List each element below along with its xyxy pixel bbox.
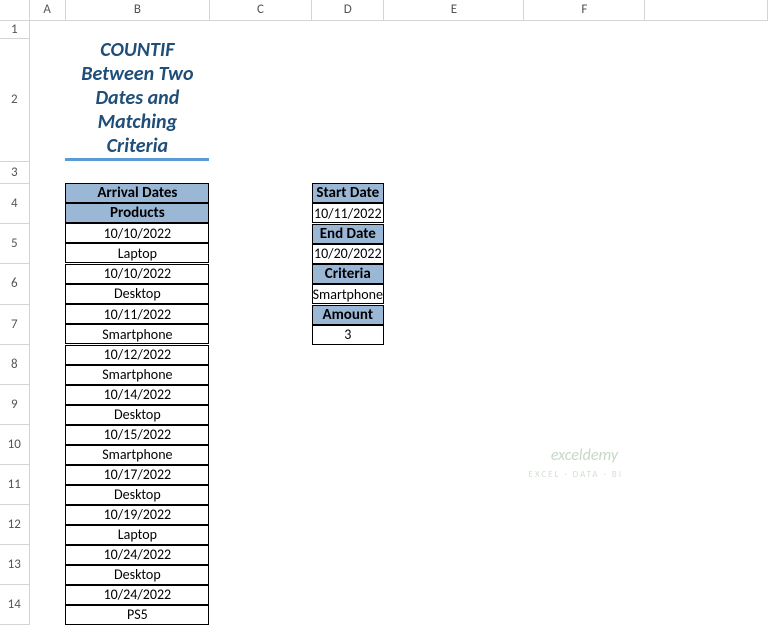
col-header-E[interactable]: E [384,0,524,20]
table-row[interactable]: Desktop [65,485,209,505]
criteria-label-end[interactable]: End Date [312,224,384,244]
col-header-A[interactable]: A [29,0,65,20]
cell-empty[interactable] [209,465,644,505]
cell-A6[interactable] [29,264,65,305]
criteria-label-start[interactable]: Start Date [312,183,384,203]
cell-A7[interactable] [29,304,65,345]
table-row[interactable]: Smartphone [65,365,209,385]
table-row[interactable]: 10/19/2022 [65,505,209,525]
cell-empty[interactable] [209,345,644,385]
row-header-5[interactable]: 5 [0,223,29,264]
main-header-dates[interactable]: Arrival Dates [65,183,209,203]
col-header-B[interactable]: B [65,0,209,20]
cell-D7[interactable] [209,304,311,345]
corner-cell[interactable] [0,0,29,20]
col-header-F[interactable]: F [524,0,645,20]
criteria-label-criteria[interactable]: Criteria [312,264,384,284]
criteria-value-end[interactable]: 10/20/2022 [312,244,384,264]
row-header-9[interactable]: 9 [0,385,29,425]
cell-A5[interactable] [29,223,65,264]
row-header-11[interactable]: 11 [0,465,29,505]
row-header-2[interactable]: 2 [0,38,29,161]
spreadsheet-grid: A B C D E F 1 2 COUNTIF Between Two Date… [0,0,768,625]
col-header-D[interactable]: D [312,0,384,20]
row-header-1[interactable]: 1 [0,20,29,38]
table-row[interactable]: 10/11/2022 [65,304,209,324]
table-row[interactable]: 10/12/2022 [65,345,209,365]
worksheet-table[interactable]: A B C D E F 1 2 COUNTIF Between Two Date… [0,0,768,625]
table-row[interactable]: 10/24/2022 [65,585,209,605]
cell-empty[interactable] [29,20,767,38]
row-header-8[interactable]: 8 [0,345,29,385]
cell-D5[interactable] [209,223,311,264]
cell-A4[interactable] [29,183,65,223]
table-row[interactable]: 10/10/2022 [65,264,209,284]
cell-A2[interactable] [29,38,65,161]
cell-blank[interactable] [384,304,524,345]
table-row[interactable]: 10/10/2022 [65,223,209,243]
table-row[interactable]: Laptop [65,243,209,263]
table-row[interactable]: PS5 [65,605,209,625]
cell-blank[interactable] [384,183,524,223]
table-row[interactable]: 10/15/2022 [65,425,209,445]
table-row[interactable]: 10/17/2022 [65,465,209,485]
cell-empty[interactable] [209,385,644,425]
cell-A8[interactable] [29,345,65,385]
cell-blank[interactable] [209,38,311,161]
cell-A11[interactable] [29,465,65,505]
criteria-value-criteria[interactable]: Smartphone [312,284,384,304]
criteria-value-amount[interactable]: 3 [312,325,384,345]
row-header-3[interactable]: 3 [0,161,29,183]
table-row[interactable]: Desktop [65,565,209,585]
title-cell[interactable]: COUNTIF Between Two Dates and Matching C… [65,38,209,161]
row-header-12[interactable]: 12 [0,505,29,545]
row-header-4[interactable]: 4 [0,183,29,223]
cell-empty[interactable] [209,425,644,465]
table-row[interactable]: Desktop [65,284,209,304]
row-header-7[interactable]: 7 [0,304,29,345]
cell-empty[interactable] [209,585,644,625]
cell-empty[interactable] [29,161,767,183]
cell-D6[interactable] [209,264,311,305]
cell-A13[interactable] [29,545,65,585]
criteria-value-start[interactable]: 10/11/2022 [312,203,384,223]
col-header-C[interactable]: C [209,0,311,20]
table-row[interactable]: Smartphone [65,445,209,465]
row-header-10[interactable]: 10 [0,425,29,465]
cell-blank[interactable] [384,223,524,264]
cell-A12[interactable] [29,505,65,545]
cell-A9[interactable] [29,385,65,425]
cell-A10[interactable] [29,425,65,465]
row-header-14[interactable]: 14 [0,585,29,625]
cell-empty[interactable] [209,545,644,585]
row-header-6[interactable]: 6 [0,264,29,305]
table-row[interactable]: Desktop [65,405,209,425]
table-row[interactable]: 10/14/2022 [65,385,209,405]
cell-blank[interactable] [384,264,524,305]
main-header-products[interactable]: Products [65,203,209,223]
cell-D4[interactable] [209,183,311,223]
col-header-blank [645,0,768,20]
criteria-label-amount[interactable]: Amount [312,305,384,325]
table-row[interactable]: Smartphone [65,324,209,344]
cell-empty[interactable] [209,505,644,545]
table-row[interactable]: 10/24/2022 [65,545,209,565]
cell-A14[interactable] [29,585,65,625]
row-header-13[interactable]: 13 [0,545,29,585]
